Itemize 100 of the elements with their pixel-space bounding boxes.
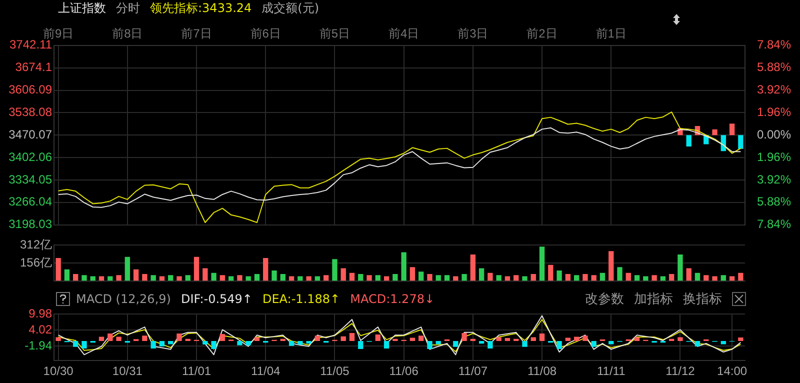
bar <box>462 274 467 281</box>
bar <box>272 270 277 281</box>
bar <box>124 256 130 281</box>
text: DIF:-0.549↑ <box>180 292 252 306</box>
bar <box>73 341 78 347</box>
bar <box>237 341 242 346</box>
bar <box>470 254 476 281</box>
y-tick-label: 3266.04 <box>8 194 52 209</box>
bar <box>591 275 596 281</box>
bar <box>712 276 718 281</box>
bar <box>729 276 735 281</box>
text: 上证指数 <box>58 0 106 16</box>
bar <box>185 275 190 281</box>
x-tick-label: 前8日 <box>112 26 143 41</box>
bar <box>358 274 364 281</box>
bar <box>168 341 174 344</box>
x-tick-label: 11/06 <box>389 364 419 378</box>
bar <box>496 337 502 341</box>
bar <box>298 276 303 281</box>
bar <box>678 254 683 281</box>
bar <box>332 259 338 281</box>
bar <box>704 275 709 281</box>
bar <box>418 336 424 341</box>
bar <box>643 276 648 281</box>
bar <box>453 276 458 281</box>
bar <box>306 341 312 344</box>
text: 换指标 <box>683 291 722 308</box>
bar <box>254 337 260 341</box>
x-tick-label: 前2日 <box>526 26 558 41</box>
bar <box>539 246 545 281</box>
bar <box>686 268 692 281</box>
x-tick-label: 前6日 <box>250 26 281 41</box>
bar <box>668 274 674 281</box>
bar <box>349 332 355 341</box>
bar <box>514 275 519 281</box>
bar <box>220 334 226 341</box>
y-tick-label: -1.94 <box>24 338 52 353</box>
bar <box>288 341 294 346</box>
bar <box>565 274 571 281</box>
bar <box>453 341 458 347</box>
y2-tick-label: 1.96% <box>757 104 792 119</box>
text: 加指标 <box>634 291 673 308</box>
bar <box>202 341 208 344</box>
bar <box>478 268 484 281</box>
bar <box>556 341 562 350</box>
bar <box>401 252 406 281</box>
y2-tick-label: 0.00% <box>757 127 792 142</box>
bar <box>375 275 380 281</box>
text: MACD:1.278↓ <box>350 292 435 306</box>
text: 分时 <box>116 0 140 16</box>
bar <box>720 341 726 344</box>
x-tick-label: 11/08 <box>527 364 557 378</box>
bar <box>591 341 596 347</box>
bar <box>608 341 614 344</box>
bar <box>314 336 320 341</box>
bar <box>246 341 251 346</box>
series-label: DEA:-1.188↑ <box>262 292 340 306</box>
x-tick-label: 11/12 <box>666 364 696 378</box>
bar <box>694 272 700 281</box>
bar <box>323 275 329 281</box>
y-tick-label: 3538.08 <box>8 104 52 119</box>
bar <box>634 337 640 341</box>
bar <box>418 272 424 281</box>
bar <box>720 275 726 281</box>
bar <box>194 256 200 281</box>
bar <box>617 267 622 281</box>
bar <box>652 275 657 281</box>
bar <box>436 341 441 344</box>
y2-tick-label: 7.84% <box>757 38 792 52</box>
bar <box>427 274 432 281</box>
bar <box>220 275 226 281</box>
bar <box>168 275 174 281</box>
bar <box>488 341 493 349</box>
bar <box>82 341 87 349</box>
bar <box>150 275 156 281</box>
bar <box>436 275 441 281</box>
x-tick-label: 前4日 <box>388 26 420 41</box>
x-tick-label: 11/01 <box>182 364 212 378</box>
bar <box>582 336 588 341</box>
bar <box>444 275 450 281</box>
bar <box>392 274 398 281</box>
bar <box>73 274 78 281</box>
bar <box>280 274 286 281</box>
bar <box>82 275 87 281</box>
bar <box>159 341 165 346</box>
bar <box>539 333 545 341</box>
bar <box>314 276 320 281</box>
bar <box>530 274 536 281</box>
y-tick-label: 3606.09 <box>8 82 52 97</box>
bar <box>133 269 139 281</box>
bar <box>98 276 104 281</box>
bar <box>608 251 614 281</box>
bar <box>349 272 355 281</box>
y-tick-label: 3470.07 <box>8 127 52 142</box>
bar <box>574 275 580 281</box>
bar <box>263 258 268 281</box>
bar <box>686 135 692 147</box>
y2-tick-label: 5.88% <box>757 60 792 74</box>
bar <box>574 336 580 341</box>
bar <box>738 135 744 149</box>
